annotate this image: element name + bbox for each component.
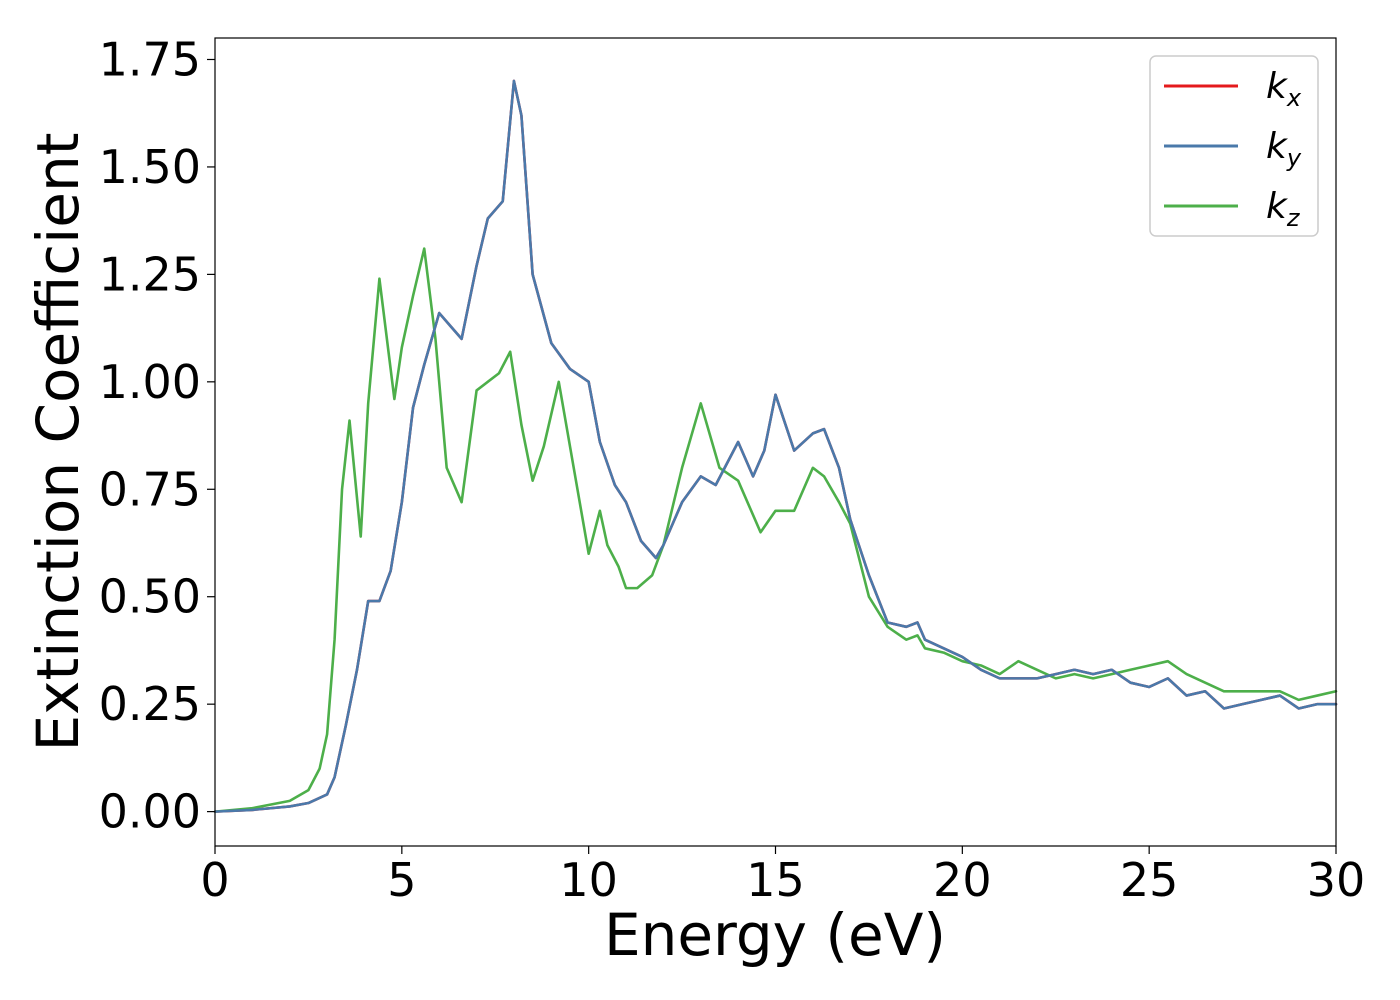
plot-background bbox=[215, 38, 1336, 846]
x-axis: 0 5 10 15 20 25 30 bbox=[200, 846, 1365, 907]
y-tick-label: 0.50 bbox=[99, 570, 201, 624]
y-axis: 0.00 0.25 0.50 0.75 1.00 1.25 1.50 1.75 bbox=[99, 32, 215, 839]
x-tick-label: 5 bbox=[387, 853, 416, 907]
series-line-2 bbox=[213, 247, 1338, 813]
x-tick-label: 25 bbox=[1120, 853, 1179, 907]
y-tick-label: 1.00 bbox=[99, 355, 201, 409]
legend-items: kx ky kz bbox=[1164, 66, 1302, 232]
y-tick-label: 0.75 bbox=[99, 462, 201, 516]
y-tick-label: 1.75 bbox=[99, 32, 201, 86]
series-line-1 bbox=[213, 79, 1338, 813]
y-axis-title: Extinction Coefficient bbox=[24, 133, 92, 752]
x-tick-label: 0 bbox=[200, 853, 229, 907]
x-tick-label: 10 bbox=[559, 853, 618, 907]
series-layer bbox=[213, 79, 1338, 813]
x-axis-title: Energy (eV) bbox=[604, 901, 946, 969]
legend-label-1: ky bbox=[1266, 126, 1302, 172]
x-tick-label: 20 bbox=[933, 853, 992, 907]
x-tick-label: 15 bbox=[746, 853, 805, 907]
legend-label-0: kx bbox=[1266, 66, 1302, 112]
legend: kx ky kz bbox=[1149, 55, 1319, 237]
y-tick-label: 0.25 bbox=[99, 677, 201, 731]
y-tick-label: 1.25 bbox=[99, 247, 201, 301]
y-tick-label: 1.50 bbox=[99, 140, 201, 194]
legend-label-2: kz bbox=[1266, 186, 1301, 232]
x-tick-label: 30 bbox=[1307, 853, 1366, 907]
y-tick-label: 0.00 bbox=[99, 785, 201, 839]
